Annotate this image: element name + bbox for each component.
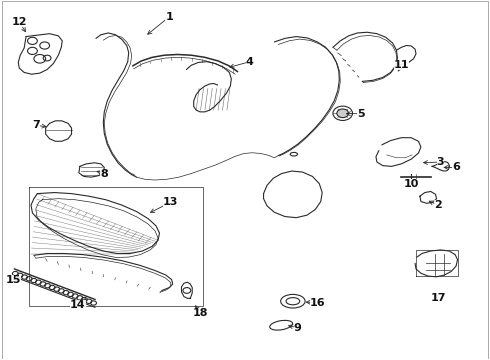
Text: 5: 5 (358, 109, 365, 119)
Circle shape (337, 109, 348, 118)
Text: 7: 7 (32, 121, 40, 130)
Text: 12: 12 (11, 17, 27, 27)
Text: 11: 11 (393, 60, 409, 70)
Text: 13: 13 (163, 197, 178, 207)
Text: 14: 14 (70, 300, 86, 310)
Text: 17: 17 (430, 293, 446, 303)
Text: 8: 8 (100, 168, 108, 179)
Text: 2: 2 (434, 200, 442, 210)
Text: 4: 4 (246, 57, 254, 67)
Text: 9: 9 (294, 323, 302, 333)
Text: 6: 6 (452, 162, 460, 172)
Text: 10: 10 (403, 179, 419, 189)
Text: 1: 1 (166, 12, 173, 22)
Text: 3: 3 (437, 157, 444, 167)
Text: 18: 18 (192, 309, 208, 318)
Text: 16: 16 (310, 298, 325, 308)
Text: 15: 15 (5, 275, 21, 285)
